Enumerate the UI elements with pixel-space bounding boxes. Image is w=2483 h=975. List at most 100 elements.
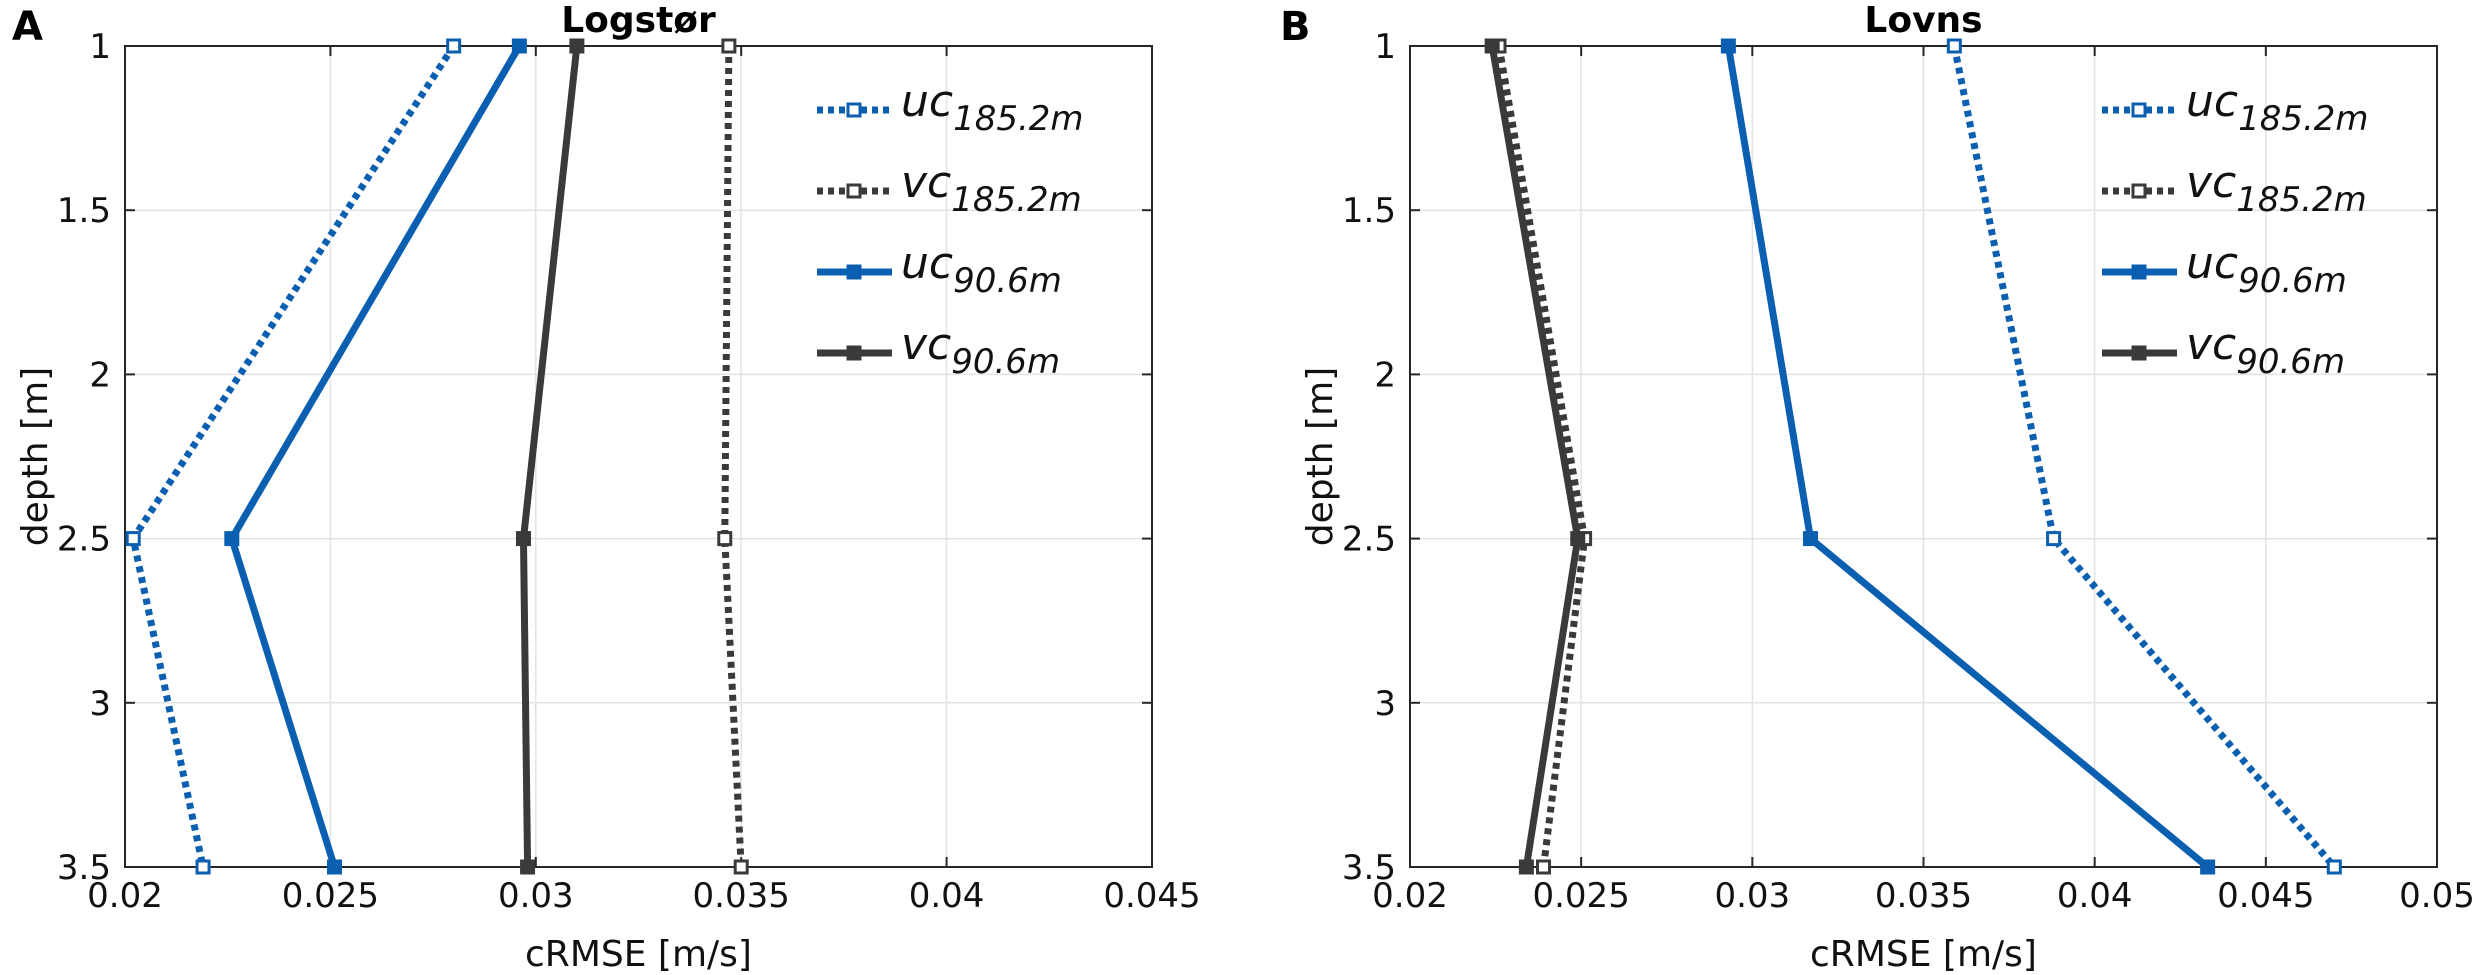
series-uc185 [125, 38, 462, 875]
legend-label: uc185.2m [901, 76, 1084, 139]
data-point-uc906 [327, 859, 343, 875]
chart-title: Lovns [1864, 0, 1982, 41]
legend-marker [846, 264, 862, 280]
legend-marker [2131, 264, 2147, 280]
series-line-uc185 [1950, 45, 2337, 870]
legend-item-vc906: vc90.6m [817, 319, 1060, 382]
data-point-vc185 [717, 531, 733, 547]
y-axis-label: depth [m] [15, 367, 56, 546]
data-point-uc906 [2200, 859, 2216, 875]
x-tick-label: 0.025 [282, 876, 379, 916]
y-axis-label: depth [m] [1300, 367, 1341, 546]
legend-name: vc [901, 157, 951, 208]
data-point-vc906 [569, 38, 585, 54]
panel-label: A [12, 4, 43, 50]
data-point-vc185 [1536, 859, 1552, 875]
legend-name: uc [2186, 238, 2238, 289]
data-point-vc906 [1570, 531, 1586, 547]
legend-subscript: 90.6m [2238, 261, 2347, 301]
data-point-uc906 [1720, 38, 1736, 54]
legend-item-uc185: uc185.2m [817, 76, 1084, 139]
chart-title: Logstør [561, 0, 716, 41]
x-tick-label: 0.035 [1875, 876, 1972, 916]
legend-subscript: 185.2m [2238, 99, 2368, 139]
data-point-vc906 [1518, 859, 1534, 875]
y-tick-label: 1 [89, 27, 111, 67]
data-point-uc185 [446, 38, 462, 54]
plot-area [125, 46, 1152, 867]
y-tick-label: 2.5 [57, 520, 111, 560]
data-point-uc906 [224, 531, 240, 547]
legend-marker [2131, 345, 2147, 361]
axes-box [124, 45, 1153, 868]
y-tick-label: 3.5 [1342, 848, 1396, 888]
y-tick-label: 3.5 [57, 848, 111, 888]
x-tick-label: 0.045 [1103, 876, 1200, 916]
x-tick-label: 0.05 [2399, 876, 2475, 916]
legend-name: vc [2186, 319, 2236, 370]
legend-name: uc [901, 238, 953, 289]
legend-label: vc185.2m [901, 157, 1082, 220]
data-point-vc906 [1484, 38, 1500, 54]
legend-subscript: 185.2m [951, 180, 1081, 220]
legend-subscript: 185.2m [2236, 180, 2366, 220]
legend-name: uc [2186, 76, 2238, 127]
series-vc906 [1484, 38, 1586, 875]
data-point-vc185 [721, 38, 737, 54]
y-tick-label: 3 [89, 684, 111, 724]
series-vc906 [515, 38, 585, 875]
panel-b: 0.02 0.025 0.03 0.035 0.04 0.045 0.05 1 1.5 2 2.5 3… [1280, 0, 2475, 975]
legend-subscript: 90.6m [951, 342, 1060, 382]
legend-marker [846, 183, 862, 199]
legend-marker [2131, 102, 2147, 118]
data-point-vc906 [520, 859, 536, 875]
legend-marker [846, 345, 862, 361]
x-tick-label: 0.035 [693, 876, 790, 916]
legend-marker [846, 102, 862, 118]
data-point-uc185 [2046, 531, 2062, 547]
y-tick-label: 2 [1374, 355, 1396, 395]
data-point-uc185 [2326, 859, 2342, 875]
legend-item-vc185: vc185.2m [2102, 157, 2367, 220]
series-vc185 [717, 38, 749, 875]
x-tick-label: 0.04 [909, 876, 985, 916]
legend-item-uc185: uc185.2m [2102, 76, 2369, 139]
x-axis-label: cRMSE [m/s] [525, 934, 752, 975]
x-axis-label: cRMSE [m/s] [1810, 934, 2037, 975]
data-point-uc185 [195, 859, 211, 875]
legend-subscript: 185.2m [953, 99, 1083, 139]
data-point-uc906 [511, 38, 527, 54]
legend-label: uc185.2m [2186, 76, 2369, 139]
x-tick-label: 0.045 [2217, 876, 2314, 916]
y-tick-label: 1.5 [57, 191, 111, 231]
x-tick-label: 0.02 [1372, 876, 1448, 916]
x-tick-label: 0.04 [2057, 876, 2133, 916]
legend-label: uc90.6m [901, 238, 1062, 301]
series-uc185 [1946, 38, 2342, 875]
legend-name: vc [901, 319, 951, 370]
data-point-vc185 [733, 859, 749, 875]
legend-item-vc185: vc185.2m [817, 157, 1082, 220]
y-tick-label: 1.5 [1342, 191, 1396, 231]
x-tick-label: 0.03 [498, 876, 574, 916]
x-tick-label: 0.02 [87, 876, 163, 916]
legend-item-vc906: vc90.6m [2102, 319, 2345, 382]
data-point-vc906 [515, 531, 531, 547]
legend-subscript: 90.6m [2236, 342, 2345, 382]
data-point-uc185 [1946, 38, 1962, 54]
legend-label: vc185.2m [2186, 157, 2367, 220]
legend-name: vc [2186, 157, 2236, 208]
legend-label: vc90.6m [901, 319, 1060, 382]
legend-label: vc90.6m [2186, 319, 2345, 382]
legend-marker [2131, 183, 2147, 199]
y-tick-label: 3 [1374, 684, 1396, 724]
legend-subscript: 90.6m [953, 261, 1062, 301]
legend-item-uc906: uc90.6m [2102, 238, 2347, 301]
series-uc906 [1720, 38, 2216, 875]
panel-label: B [1280, 4, 1311, 50]
legend-label: uc90.6m [2186, 238, 2347, 301]
panel-a: 0.02 0.025 0.03 0.035 0.04 0.045 1 1.5 2 2.5 3 3.5 c… [12, 0, 1201, 975]
